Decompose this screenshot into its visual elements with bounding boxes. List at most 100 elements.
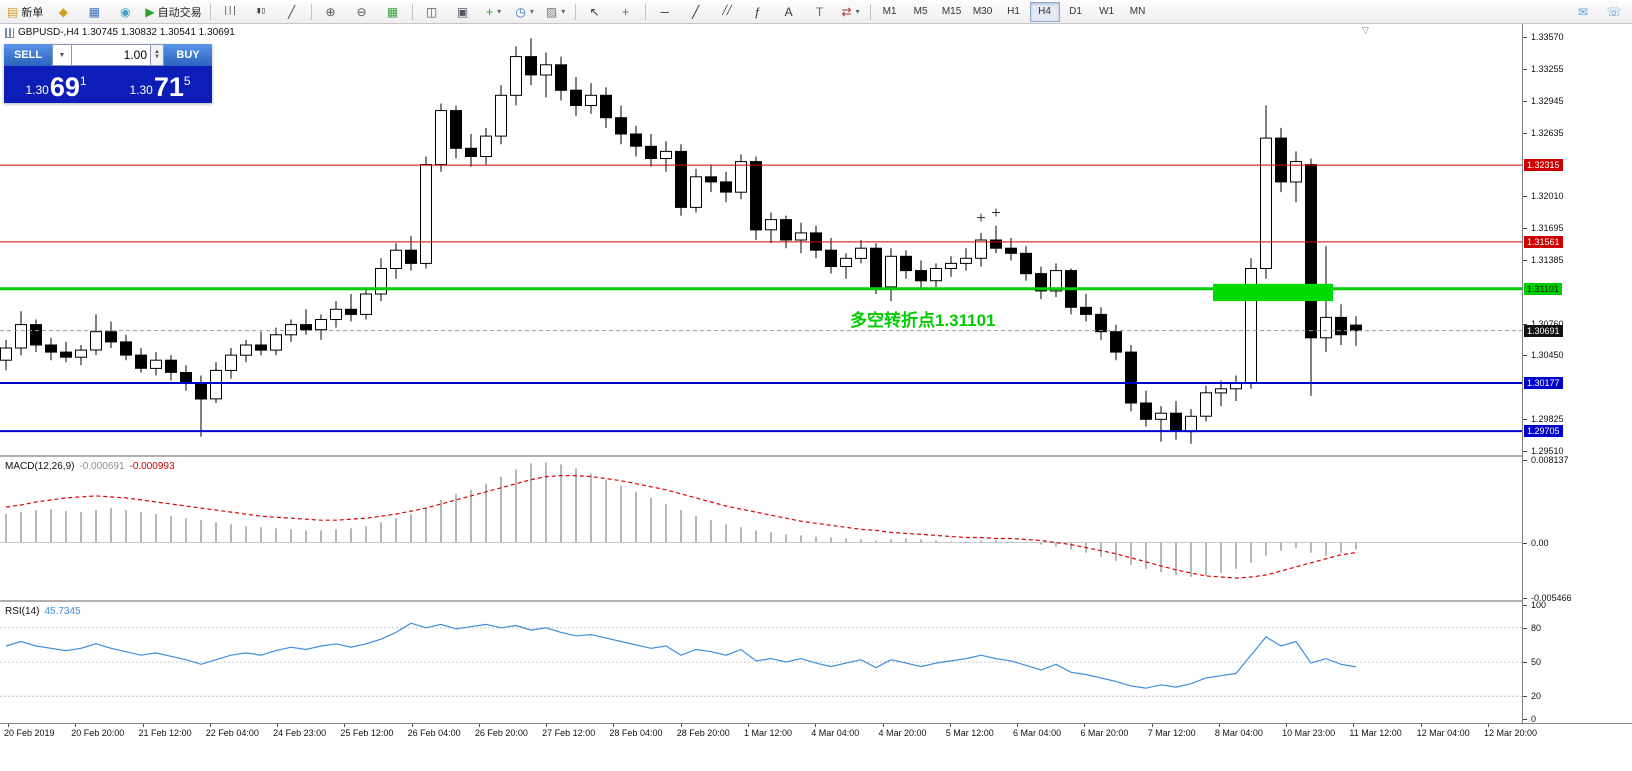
panel-divider[interactable] (0, 600, 1632, 602)
time-label: 6 Mar 20:00 (1080, 728, 1129, 738)
buy-button[interactable]: BUY (164, 44, 212, 66)
candlestick-chart-button[interactable]: ▮▯ (246, 1, 276, 23)
time-tick (613, 724, 615, 727)
macd-value-signal: -0.000993 (129, 461, 175, 472)
indicators-button[interactable]: + ▾ (479, 1, 509, 23)
rsi-scale-label: 20 (1531, 691, 1542, 702)
scale-tick (1523, 69, 1527, 71)
volume-input[interactable]: 1.00 (72, 44, 151, 66)
price-scale-label: 1.29825 (1531, 413, 1564, 424)
price-chart-canvas[interactable] (0, 24, 1522, 455)
toolbar-separator (411, 3, 413, 20)
buy-price-prefix: 1.30 (129, 83, 153, 97)
price-scale-label: 1.32635 (1531, 127, 1564, 138)
autotrading-icon: ▶ (145, 4, 155, 19)
scale-tick (1523, 259, 1527, 261)
timeframe-mn[interactable]: MN (1123, 2, 1153, 22)
text-button[interactable]: A (774, 1, 804, 23)
community-button[interactable]: ☏ (1599, 1, 1629, 23)
price-scale[interactable]: 1.33570 1.33255 1.32945 1.32635 1.32010 1.316… (1522, 24, 1632, 741)
macd-histogram (5, 462, 1357, 577)
new-order-icon: ▤ (7, 4, 19, 19)
bar-chart-button[interactable]: ||| (215, 1, 245, 23)
new-order-button[interactable]: ▤ 新单 (3, 1, 47, 23)
time-axis[interactable]: 20 Feb 2019 20 Feb 20:00 21 Feb 12:00 22 Fe… (0, 723, 1632, 771)
time-tick (1084, 724, 1086, 727)
periods-button[interactable]: ◷ ▾ (510, 1, 540, 23)
zoom-out-button[interactable]: ⊖ (347, 1, 377, 23)
timeframe-m5[interactable]: M5 (906, 2, 936, 22)
price-scale-label: 1.32010 (1531, 191, 1564, 202)
scale-tick (1523, 323, 1527, 325)
price-scale-label: 1.32945 (1531, 95, 1564, 106)
autotrading-button[interactable]: ▶ 自动交易 (141, 1, 205, 23)
timeframe-m1[interactable]: M1 (875, 2, 905, 22)
scale-tick (1523, 605, 1527, 606)
line-chart-button[interactable]: ╱ (277, 1, 307, 23)
timeframe-h4[interactable]: H4 (1029, 1, 1060, 22)
time-label: 1 Mar 12:00 (743, 728, 792, 738)
time-label: 6 Mar 04:00 (1013, 728, 1062, 738)
sell-price[interactable]: 1.30 69 1 (4, 66, 108, 103)
market-watch-icon: ▦ (88, 4, 101, 19)
macd-scale-label: 0.00 (1531, 537, 1549, 548)
timeframe-h4-label: H4 (1038, 6, 1051, 17)
text-icon: A (784, 4, 793, 19)
equidistant-channel-button[interactable]: ╱╱ (712, 1, 742, 23)
autotrading-button-label: 自动交易 (157, 6, 202, 19)
time-label: 22 Feb 04:00 (205, 728, 259, 738)
text-label-button[interactable]: T (805, 1, 835, 23)
timeframe-m30[interactable]: M30 (968, 2, 998, 22)
time-tick (546, 724, 548, 727)
toolbar-separator (869, 3, 871, 20)
candles-series (0, 38, 1362, 444)
pivot-annotation-text[interactable]: 多空转折点1.31101 (850, 311, 996, 330)
scale-tick (1523, 355, 1527, 357)
data-window-button[interactable]: ◉ (110, 1, 140, 23)
market-watch-button[interactable]: ▦ (79, 1, 109, 23)
cursor-button[interactable]: ↖ (580, 1, 610, 23)
cascade-charts-button[interactable]: ▣ (448, 1, 478, 23)
chart-ohlc-label: GBPUSD-,H4 1.30745 1.30832 1.30541 1.306… (5, 27, 235, 38)
tile-windows-button[interactable]: ▦ (378, 1, 408, 23)
horizontal-line-button[interactable]: ─ (650, 1, 680, 23)
time-label: 21 Feb 12:00 (138, 728, 192, 738)
volume-dropdown[interactable]: ▼ (52, 44, 72, 66)
fibonacci-button[interactable]: ƒ (743, 1, 773, 23)
timeframe-d1[interactable]: D1 (1061, 2, 1091, 22)
macd-indicator-canvas[interactable] (0, 458, 1522, 600)
chevron-down-icon: ▾ (497, 7, 502, 16)
timeframe-h1[interactable]: H1 (999, 2, 1029, 22)
panel-divider[interactable] (0, 455, 1632, 457)
tile-windows-icon: ▦ (386, 4, 399, 19)
scale-tick (1523, 542, 1527, 544)
sell-price-sup: 1 (79, 74, 87, 88)
one-click-trading-panel: SELL ▼ 1.00 ▲ ▼ BUY 1.30 69 1 1.30 71 5 (4, 44, 212, 103)
rsi-indicator-canvas[interactable] (0, 603, 1522, 723)
arrows-button[interactable]: ⇄ ▾ (836, 1, 866, 23)
macd-label: MACD(12,26,9) -0.000691 -0.000993 (5, 461, 175, 472)
scale-tick (1523, 696, 1527, 698)
toolbar: ▤ 新单 ◆ ▦ ◉ ▶ 自动交易 ||| ▮▯ ╱ ⊕ ⊖ ▦ ◫ ▣ + ▾ ◷ ▾ ▨ ▾ ↖ + ─ ╱ ╱╱ ƒ A T ⇄ ▾ M… (0, 0, 1632, 24)
templates-button[interactable]: ▨ ▾ (541, 1, 571, 23)
sell-price-prefix: 1.30 (25, 83, 49, 97)
time-label: 28 Feb 20:00 (676, 728, 730, 738)
price-badge: 1.32315 (1524, 159, 1563, 172)
buy-price[interactable]: 1.30 71 5 (108, 66, 212, 103)
sell-button[interactable]: SELL (4, 44, 52, 66)
price-scale-label: 1.33570 (1531, 32, 1564, 43)
highlight-rectangle[interactable] (1213, 283, 1333, 302)
timeframe-m15[interactable]: M15 (937, 2, 967, 22)
time-label: 12 Mar 04:00 (1416, 728, 1470, 738)
chevron-down-icon: ▾ (855, 7, 860, 16)
arrange-charts-button[interactable]: ◫ (417, 1, 447, 23)
volume-stepper[interactable]: ▲ ▼ (151, 44, 164, 66)
time-label: 26 Feb 04:00 (407, 728, 461, 738)
trendline-button[interactable]: ╱ (681, 1, 711, 23)
zoom-in-button[interactable]: ⊕ (316, 1, 346, 23)
timeframe-w1[interactable]: W1 (1092, 2, 1122, 22)
profiles-button[interactable]: ◆ (48, 1, 78, 23)
crosshair-button[interactable]: + (611, 1, 641, 23)
cross-marker (992, 208, 1000, 217)
mail-button[interactable]: ✉ (1568, 1, 1598, 23)
